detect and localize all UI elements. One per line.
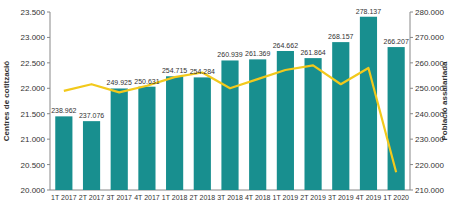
x-tick-label: 1T 2020 [383,194,409,201]
bar [83,121,100,190]
bar [166,76,183,190]
x-tick-label: 1T 2017 [51,194,77,201]
data-label: 278.137 [356,8,381,15]
data-label: 266.207 [383,38,408,45]
y-tick [47,37,50,38]
y-tick [47,62,50,63]
y-tick-label: 22.500 [21,59,46,68]
x-tick-label: 1T 2019 [273,194,299,201]
y2-tick [410,139,413,140]
y2-axis-title: Població assalariada [440,61,449,141]
y2-tick-label: 280.000 [415,8,444,17]
x-tick-label: 3T 2018 [217,194,243,201]
y2-axis-line [410,12,411,190]
x-tick-label: 3T 2019 [328,194,354,201]
x-tick-label: 1T 2018 [162,194,188,201]
y2-tick [410,88,413,89]
data-label: 254.284 [190,68,215,75]
bar [55,116,72,190]
y-tick [47,88,50,89]
y2-tick [410,37,413,38]
y-tick [47,12,50,13]
x-tick-label: 2T 2017 [79,194,105,201]
x-tick-label: 4T 2017 [134,194,160,201]
bar [332,42,349,190]
chart: 20.000 20.500 21.000 21.500 22.000 22.500 23.0… [0,0,452,208]
y2-tick [410,12,413,13]
y2-tick-label: 270.000 [415,33,444,42]
bar [194,77,211,190]
y-tick-label: 23.500 [21,8,46,17]
y-axis-title: Centres de cotització [2,61,11,142]
y-tick-label: 22.000 [21,84,46,93]
y-tick-label: 20.000 [21,186,46,195]
y-tick-label: 23.000 [21,33,46,42]
data-labels: 238.962237.076 249.925250.631254.715254.2… [51,8,409,119]
x-tick-label: 2T 2019 [300,194,326,201]
y2-tick [410,62,413,63]
data-label: 260.939 [217,51,242,58]
line [64,65,396,172]
y-tick-label: 20.500 [21,161,46,170]
bar [138,87,155,190]
y2-tick [410,164,413,165]
y-tick-label: 21.000 [21,135,46,144]
y-tick [47,139,50,140]
data-label: 268.157 [328,33,353,40]
bar [304,58,321,190]
y-axis-line [50,12,51,190]
y-tick [47,164,50,165]
bar [360,17,377,190]
data-label: 238.962 [51,107,76,114]
y-tick-label: 21.500 [21,110,46,119]
plot-marks [55,17,404,190]
x-tick-label: 2T 2018 [190,194,216,201]
x-tick-label: 3T 2017 [106,194,132,201]
bar [221,60,238,190]
data-label: 254.715 [162,67,187,74]
y2-tick-label: 220.000 [415,161,444,170]
data-label: 237.076 [79,112,104,119]
y2-tick-label: 210.000 [415,186,444,195]
data-label: 261.864 [300,49,325,56]
y2-tick [410,113,413,114]
data-label: 264.662 [273,42,298,49]
data-label: 250.631 [134,78,159,85]
y-tick [47,113,50,114]
data-label: 249.925 [107,79,132,86]
y-tick [47,190,50,191]
x-tick-label: 4T 2019 [356,194,382,201]
bar [111,88,128,190]
x-tick-label: 4T 2018 [245,194,271,201]
y2-tick [410,190,413,191]
data-label: 261.369 [245,50,270,57]
